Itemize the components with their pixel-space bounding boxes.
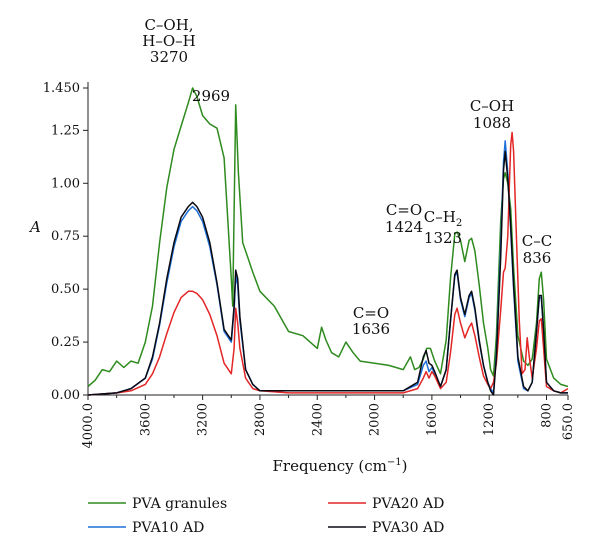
y-tick-label: 1.25: [51, 123, 80, 138]
series-lines: [87, 87, 569, 396]
annotation-cc-836: C–C 836: [522, 232, 552, 267]
x-tick-label: 4000.0: [81, 403, 96, 449]
x-tick-label: 1200: [482, 403, 497, 436]
annotation-2969: 2969: [192, 87, 230, 105]
annotation-c-oh-hoh: C–OH, H–O–H 3270: [142, 16, 195, 66]
y-tick-label: 1.00: [51, 176, 80, 191]
series-line-pva20-ad: [87, 131, 569, 396]
y-tick-label: 0.00: [51, 388, 80, 403]
x-tick-label: 2400: [310, 403, 325, 436]
y-tick-label: 0.25: [51, 335, 80, 350]
x-tick-label: 1600: [425, 403, 440, 436]
x-tick-label: 650.0: [561, 403, 576, 440]
x-tick-label: 2800: [253, 403, 268, 436]
annotation-co-1424: C=O 1424: [385, 201, 423, 236]
x-axis-title: Frequency (cm−1): [273, 457, 408, 475]
legend: PVA granules PVA10 AD PVA20 AD PVA30 AD: [88, 496, 444, 536]
annotation-ch2-1323: C–H2 1323: [424, 208, 462, 247]
x-tick-label: 2000: [368, 403, 383, 436]
y-axis-title: A: [28, 218, 41, 236]
series-line-pva30-ad: [87, 150, 568, 396]
axis-ticks: 0.00 0.25 0.50 0.75 1.00 1.25 1.450 4000.0 3600 3…: [43, 81, 576, 449]
y-tick-label: 1.450: [43, 81, 80, 96]
legend-label-pva-granules: PVA granules: [132, 496, 227, 512]
x-tick-label: 3200: [196, 403, 211, 436]
y-tick-label: 0.75: [51, 229, 80, 244]
legend-label-pva30-ad: PVA30 AD: [372, 520, 444, 536]
legend-label-pva10-ad: PVA10 AD: [132, 520, 204, 536]
legend-label-pva20-ad: PVA20 AD: [372, 496, 444, 512]
plot-frame: [87, 82, 568, 396]
y-tick-label: 0.50: [51, 282, 80, 297]
series-line-pva-granules: [87, 87, 569, 388]
annotation-coh-1088: C–OH 1088: [470, 97, 514, 132]
annotation-co-1636: C=O 1636: [352, 304, 390, 338]
x-tick-label: 3600: [138, 403, 153, 436]
x-tick-label: 800: [540, 403, 555, 428]
